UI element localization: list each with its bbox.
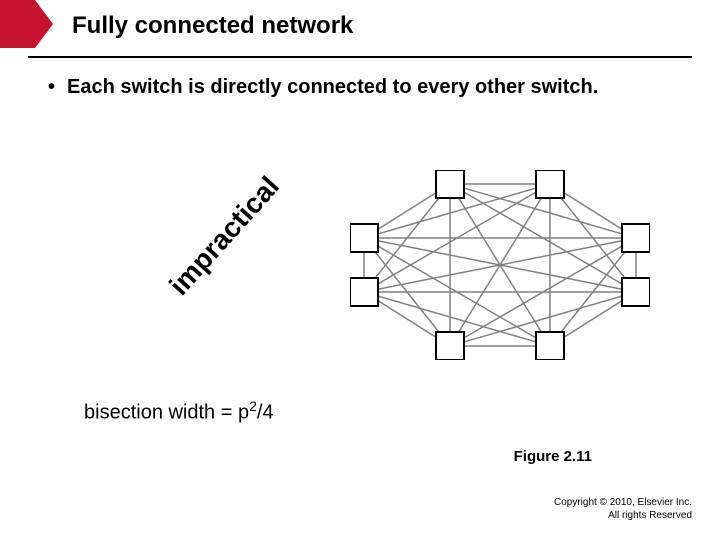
network-node — [622, 224, 650, 252]
network-node — [350, 278, 378, 306]
bullet-marker: • — [48, 74, 55, 100]
slide-title: Fully connected network — [72, 12, 353, 40]
title-underline — [28, 56, 692, 58]
network-edge — [378, 301, 436, 337]
network-edge — [564, 193, 622, 229]
figure-caption: Figure 2.11 — [514, 448, 592, 465]
network-node — [350, 224, 378, 252]
network-node — [536, 332, 564, 360]
copyright-block: Copyright © 2010, Elsevier Inc. All righ… — [554, 497, 692, 522]
bisection-formula: bisection width = p2/4 — [84, 398, 274, 425]
network-edge — [378, 193, 436, 229]
network-node — [436, 332, 464, 360]
copyright-line1: Copyright © 2010, Elsevier Inc. — [554, 497, 692, 510]
bullet-text: Each switch is directly connected to eve… — [67, 74, 598, 101]
network-diagram — [350, 170, 650, 360]
network-node — [622, 278, 650, 306]
network-svg — [350, 170, 650, 360]
network-node — [536, 170, 564, 198]
bisection-prefix: bisection width = p — [84, 402, 249, 424]
bullet-item: • Each switch is directly connected to e… — [48, 74, 598, 101]
accent-banner — [0, 0, 35, 48]
network-edge — [564, 301, 622, 337]
copyright-line2: All rights Reserved — [554, 510, 692, 523]
bisection-exp: 2 — [249, 398, 257, 414]
network-node — [436, 170, 464, 198]
watermark-impractical: impractical — [163, 170, 286, 301]
bisection-suffix: /4 — [257, 402, 274, 424]
